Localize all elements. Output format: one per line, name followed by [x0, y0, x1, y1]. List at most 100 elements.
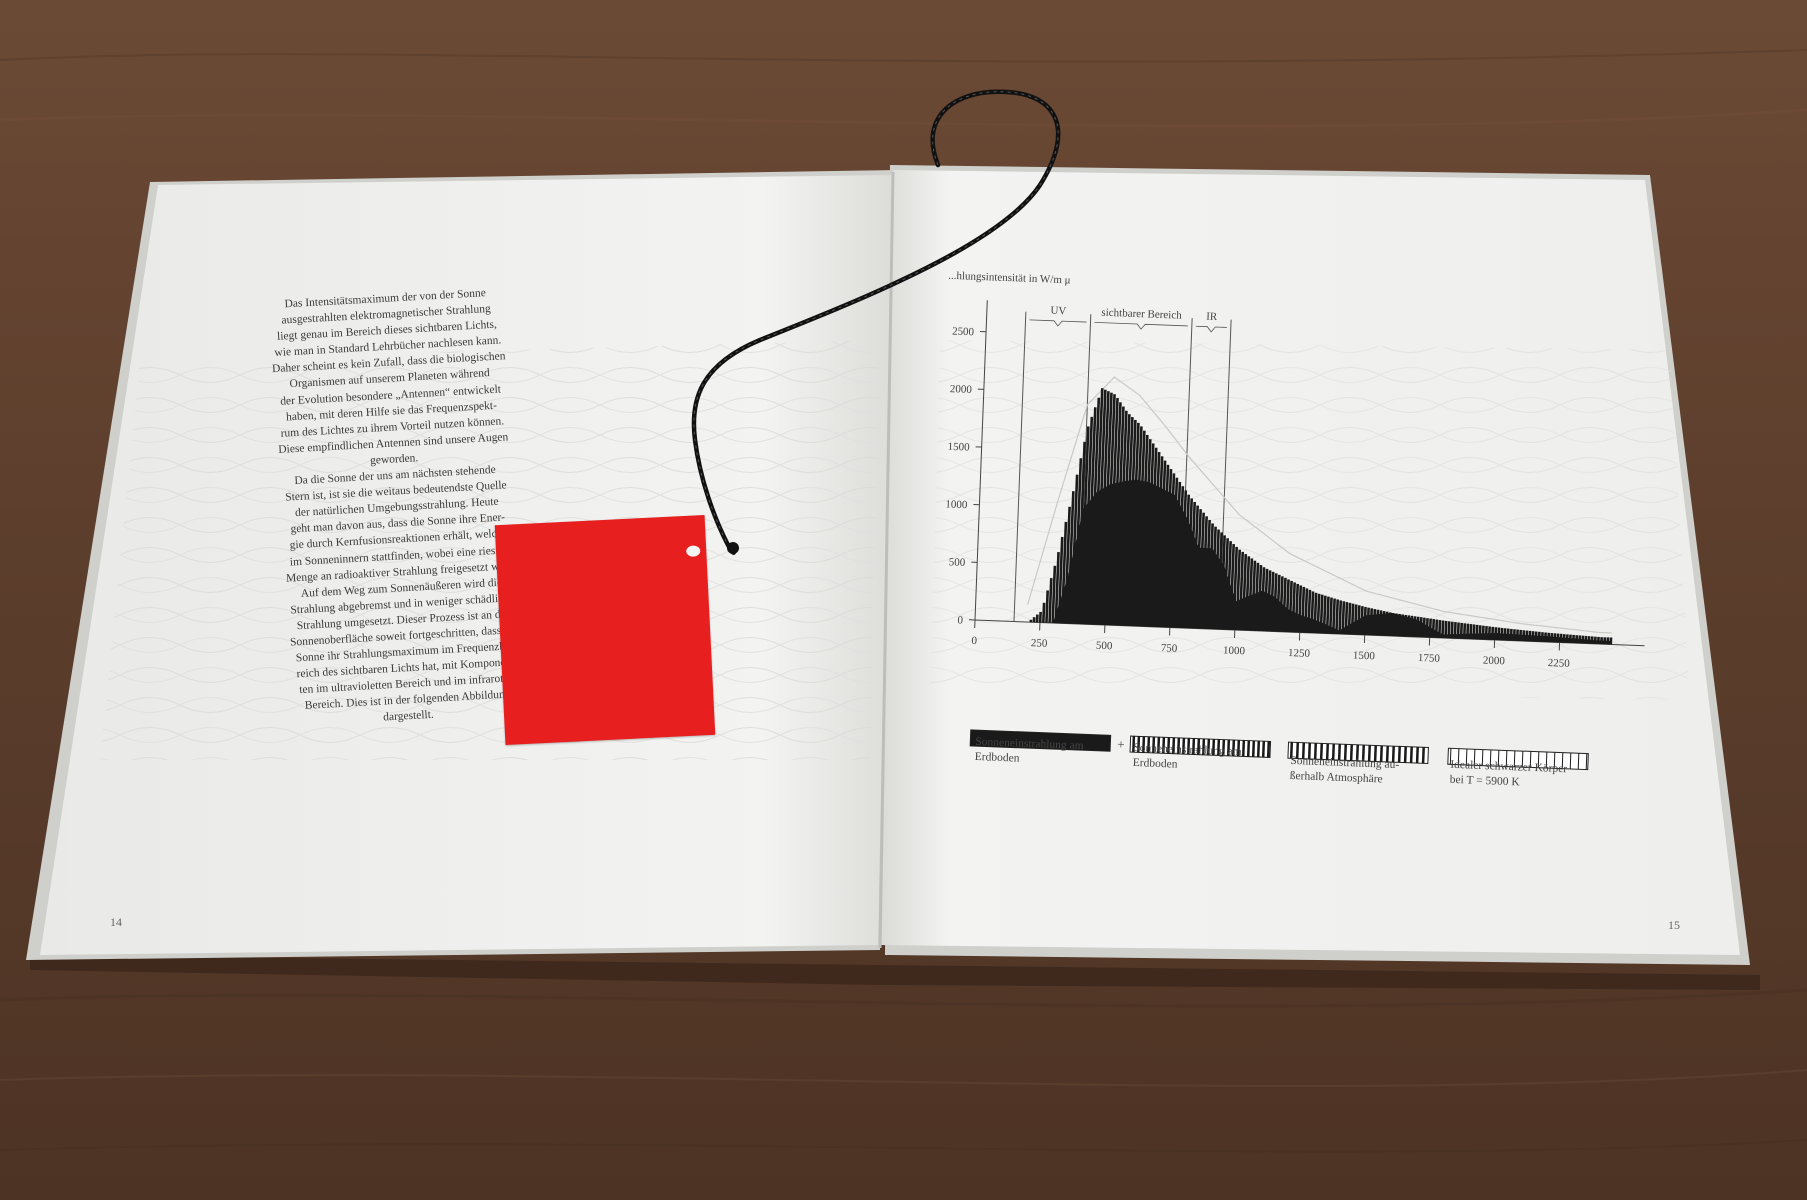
legend-hatch [1337, 744, 1342, 761]
legend-hatch [1319, 743, 1324, 760]
legend-hatch [1421, 747, 1425, 764]
legend-hatch [1325, 743, 1330, 760]
legend-hatch [1343, 744, 1347, 761]
legend-hatch [1585, 753, 1588, 770]
legend-swatch [1129, 735, 1272, 758]
bar-outside [1048, 578, 1053, 623]
legend-hatch [1391, 746, 1395, 763]
legend-hatch [1553, 752, 1556, 769]
legend-hatch [1497, 750, 1500, 767]
legend-hatch [1187, 738, 1191, 755]
bar-outside [1341, 601, 1346, 635]
region-bracket [1094, 321, 1188, 330]
book-shadow [30, 955, 1760, 990]
bar-outside [1032, 617, 1036, 623]
region-boundary [1013, 311, 1027, 622]
region-label: IR [1206, 311, 1218, 323]
legend-hatch [1226, 739, 1231, 756]
legend-hatch [1545, 752, 1548, 769]
legend-hatch [1513, 750, 1516, 767]
bar-outside [1331, 598, 1336, 634]
x-tick-label: 2250 [1548, 657, 1571, 670]
blackbody-curve [1027, 376, 1612, 634]
legend-hatch [1221, 739, 1226, 756]
legend-hatch [1157, 737, 1161, 754]
legend-hatch [1361, 744, 1365, 762]
legend-hatch [1147, 736, 1151, 753]
bar-outside [1054, 552, 1060, 624]
bar-outside [1447, 621, 1451, 639]
area-ground [1052, 479, 1612, 645]
legend-hatch [1561, 752, 1564, 769]
legend-hatch [1355, 744, 1359, 761]
left-page-number: 14 [110, 915, 122, 929]
legend-hatch [1521, 751, 1524, 768]
y-tick-label: 1000 [945, 498, 968, 511]
region-bracket [1195, 325, 1227, 333]
legend-hatch [1261, 741, 1266, 758]
legend-hatch [1331, 743, 1336, 760]
legend-hatch [1403, 746, 1407, 763]
bar-outside [1325, 596, 1330, 634]
legend-hatch [1191, 738, 1196, 755]
legend-hatch [1569, 752, 1572, 769]
legend-hatch [1137, 736, 1141, 753]
bar-outside [1328, 597, 1333, 634]
legend-hatch [1537, 751, 1540, 768]
x-tick-label: 1250 [1288, 647, 1311, 660]
x-tick-label: 1750 [1418, 652, 1441, 665]
legend-hatch [1241, 740, 1246, 757]
legend-hatch [1449, 748, 1452, 765]
region-label: sichtbarer Bereich [1101, 307, 1182, 322]
y-tick-label: 2500 [952, 325, 975, 338]
y-tick-label: 2000 [950, 383, 973, 396]
legend-hatch [1177, 737, 1181, 754]
legend-hatch [1457, 748, 1460, 765]
bar-outside [1051, 565, 1057, 624]
bar-outside [1042, 602, 1046, 623]
legend-label-blackbody: Idealer schwarzer Körper bei T = 5900 K [1449, 758, 1568, 789]
legend-hatch [1301, 742, 1306, 759]
legend-hatch [1251, 740, 1256, 757]
legend-hatch [1182, 738, 1186, 755]
legend-hatch [1505, 750, 1508, 767]
bar-outside [1045, 590, 1049, 623]
legend-hatch [1313, 743, 1318, 760]
legend-hatch [1409, 746, 1413, 763]
bar-outside [1338, 600, 1343, 635]
legend-hatch [1349, 744, 1353, 761]
legend-hatch [1231, 739, 1236, 757]
legend-hatch [1216, 739, 1221, 756]
legend-swatch [969, 729, 1112, 752]
legend-hatch [1236, 740, 1241, 757]
wood-grain [0, 49, 1807, 1153]
y-axis-label: ...hlungsintensität in W/m μ [948, 270, 1071, 287]
legend-hatch [1481, 749, 1484, 766]
legend-plus: + [1117, 737, 1125, 752]
legend-hatch [1162, 737, 1166, 754]
legend-hatch [1473, 749, 1476, 766]
legend-hatch [1295, 742, 1300, 759]
y-tick-label: 500 [948, 556, 965, 569]
legend-hatch [1266, 741, 1271, 758]
legend-hatch [1142, 736, 1146, 753]
bar-outside [1057, 536, 1064, 624]
x-tick-label: 1000 [1223, 645, 1246, 658]
legend-hatch [1256, 740, 1261, 758]
legend-label-ground-2: Sonneneinstrahlung am Erdboden [1132, 741, 1242, 771]
x-tick-label: 750 [1161, 642, 1178, 655]
legend-hatch [1367, 745, 1371, 762]
region-label: UV [1050, 305, 1066, 318]
legend-hatch [1307, 742, 1312, 759]
legend-hatch [1172, 737, 1176, 754]
legend-hatch [1196, 738, 1201, 755]
x-tick-label: 250 [1031, 637, 1048, 650]
region-bracket [1029, 319, 1087, 327]
legend-hatch [1379, 745, 1383, 762]
bar-outside [1335, 599, 1340, 634]
legend-hatch [1489, 749, 1492, 766]
legend-hatch [1289, 742, 1294, 759]
legend-hatch [1465, 748, 1468, 765]
x-tick-label: 1500 [1353, 650, 1376, 663]
